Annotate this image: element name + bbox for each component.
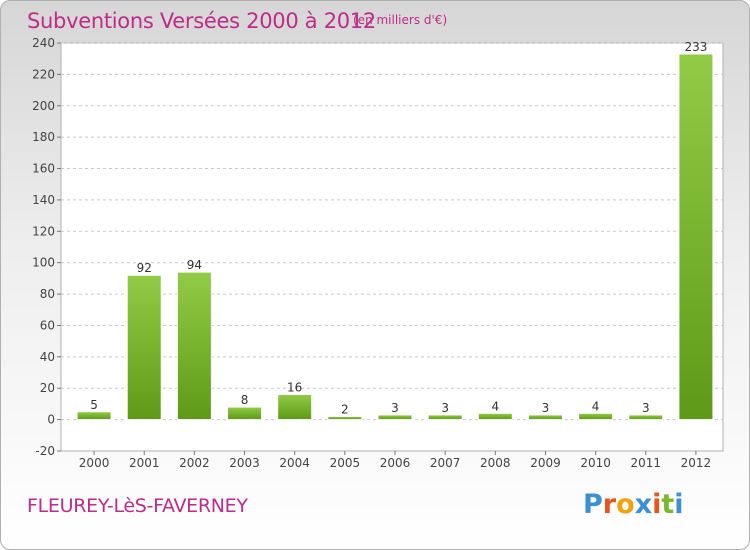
- x-tick-label-2004: 2004: [279, 456, 310, 470]
- y-tick-label: 80: [40, 287, 55, 301]
- bar-2012: [678, 53, 714, 421]
- y-tick-label: 180: [32, 130, 55, 144]
- x-tick-label-2009: 2009: [530, 456, 561, 470]
- y-tick-label: 120: [32, 224, 55, 238]
- data-label-2005: 2: [341, 402, 349, 416]
- data-label-2011: 3: [642, 401, 650, 415]
- bar-2006: [377, 414, 413, 421]
- y-tick-label: 200: [32, 99, 55, 113]
- bar-2009: [527, 414, 563, 421]
- bar-2004: [277, 394, 313, 421]
- data-label-2004: 16: [287, 381, 302, 395]
- bar-2008: [477, 412, 513, 421]
- bar-2005: [327, 415, 363, 421]
- commune-name: FLEUREY-LèS-FAVERNEY: [27, 495, 248, 517]
- x-tick-label-2011: 2011: [630, 456, 661, 470]
- x-tick-label-2007: 2007: [430, 456, 461, 470]
- logo-letter: o: [616, 489, 635, 520]
- bar-2003: [227, 406, 263, 421]
- y-tick-label: 240: [32, 36, 55, 50]
- logo-letter: r: [602, 489, 617, 520]
- x-tick-label-2003: 2003: [229, 456, 260, 470]
- unit-note: (en milliers d'€): [353, 13, 448, 27]
- logo-letter: P: [583, 489, 603, 520]
- y-tick-label: 160: [32, 162, 55, 176]
- logo-letter: i: [674, 489, 684, 520]
- y-tick-label: 20: [40, 381, 55, 395]
- data-label-2012: 233: [684, 40, 707, 54]
- bar-2002: [176, 271, 212, 421]
- bar-2001: [126, 274, 162, 421]
- y-tick-label: 40: [40, 350, 55, 364]
- logo-letter: t: [661, 489, 675, 520]
- data-label-2006: 3: [391, 401, 399, 415]
- x-tick-label-2001: 2001: [129, 456, 160, 470]
- bar-2011: [628, 414, 664, 421]
- x-tick-label-2005: 2005: [330, 456, 361, 470]
- plot-area: [60, 42, 724, 452]
- x-tick-label-2000: 2000: [79, 456, 110, 470]
- data-label-2001: 92: [137, 261, 152, 275]
- data-label-2000: 5: [90, 398, 98, 412]
- gridlines: [61, 42, 723, 421]
- data-label-2002: 94: [187, 258, 202, 272]
- proxiti-logo: Proxiti: [583, 489, 684, 520]
- y-tick-label: -20: [35, 444, 55, 458]
- y-axis-ticks: -20 0 20 40 60 80 100 120 140 160 180 200 220 240: [32, 36, 61, 458]
- x-axis-ticks: 2000 2001 2002 2003 2004 2005 2006 2007 2008 2009…: [79, 451, 711, 470]
- y-tick-label: 0: [47, 413, 55, 427]
- data-label-2010: 4: [592, 399, 600, 413]
- data-label-2003: 8: [241, 393, 249, 407]
- x-tick-label-2012: 2012: [681, 456, 712, 470]
- y-tick-label: 140: [32, 193, 55, 207]
- bar-2007: [427, 414, 463, 421]
- x-tick-label-2006: 2006: [380, 456, 411, 470]
- bar-2010: [578, 412, 614, 421]
- y-tick-label: 100: [32, 256, 55, 270]
- x-tick-label-2010: 2010: [580, 456, 611, 470]
- data-label-2009: 3: [542, 401, 550, 415]
- logo-letter: x: [634, 489, 653, 520]
- x-tick-label-2008: 2008: [480, 456, 511, 470]
- logo-letter: i: [652, 489, 662, 520]
- y-tick-label: 60: [40, 318, 55, 332]
- bar-2000: [76, 411, 112, 421]
- x-tick-label-2002: 2002: [179, 456, 210, 470]
- chart-title: Subventions Versées 2000 à 2012: [27, 9, 376, 33]
- data-label-2007: 3: [441, 401, 449, 415]
- y-tick-label: 220: [32, 67, 55, 81]
- data-label-2008: 4: [491, 399, 499, 413]
